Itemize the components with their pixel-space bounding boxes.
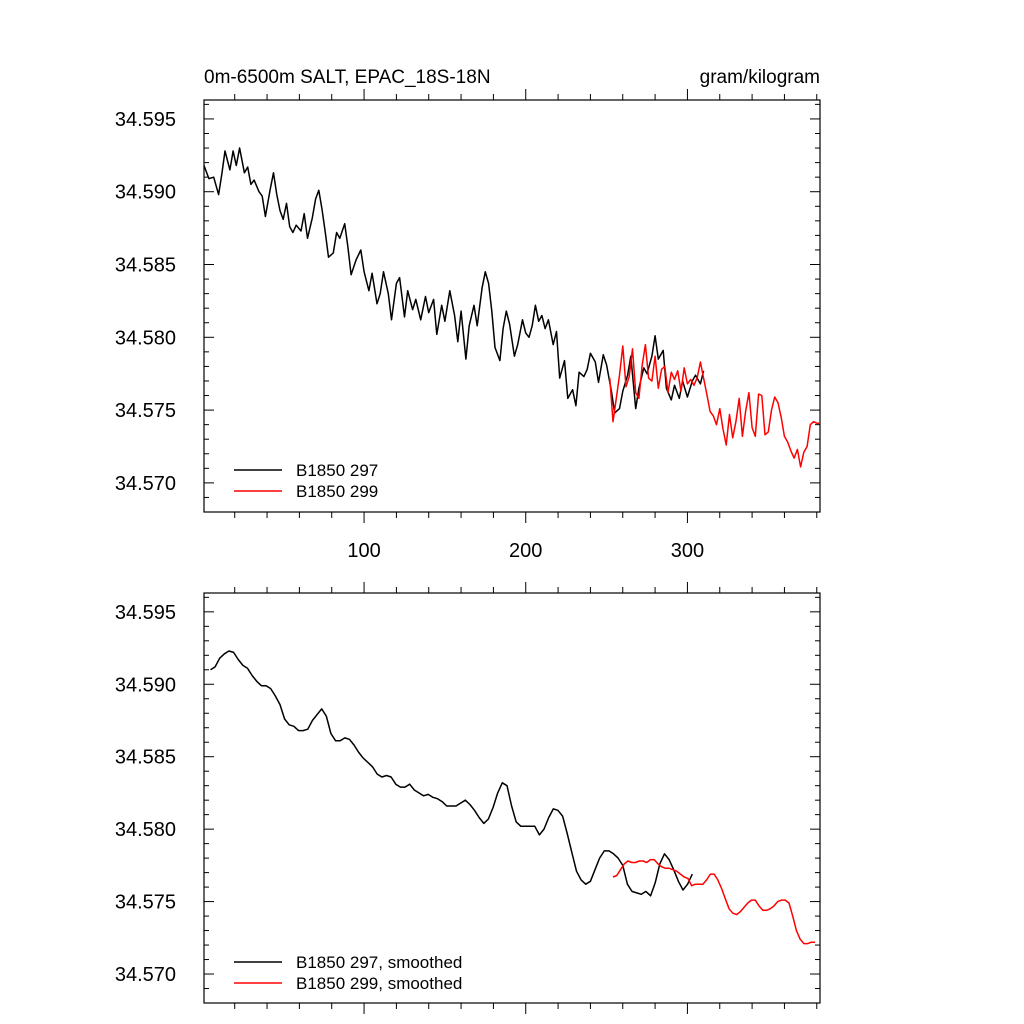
legend-label-b1850-297: B1850 297 (296, 461, 378, 480)
top-panel: 34.570 34.575 34.580 34.585 34.590 34.595 100 2… (115, 89, 821, 562)
top-x-tick-label: 200 (509, 540, 542, 562)
top-y-tick-label: 34.570 (115, 473, 176, 495)
series-line-b1850-297-smoothed (210, 650, 693, 897)
top-y-tick-label: 34.590 (115, 182, 176, 204)
legend-label-b1850-299-smoothed: B1850 299, smoothed (296, 974, 462, 993)
top-y-tick-label: 34.580 (115, 327, 176, 349)
bottom-y-tick-label: 34.595 (115, 602, 176, 624)
top-legend: B1850 297 B1850 299 (234, 461, 378, 501)
legend-label-b1850-299: B1850 299 (296, 482, 378, 501)
top-x-tick-label: 300 (671, 540, 704, 562)
legend-label-b1850-297-smoothed: B1850 297, smoothed (296, 953, 462, 972)
top-y-tick-label: 34.585 (115, 255, 176, 277)
top-y-tick-label: 34.595 (115, 109, 176, 131)
top-plot-frame (203, 99, 821, 513)
series-line-b1850-299 (609, 343, 820, 468)
bottom-y-tick-label: 34.585 (115, 747, 176, 769)
top-x-tick-label: 100 (347, 540, 380, 562)
chart-title-left: 0m-6500m SALT, EPAC_18S-18N (204, 67, 491, 88)
bottom-plot-frame (203, 592, 821, 1004)
chart-title-right: gram/kilogram (700, 67, 820, 88)
series-line-b1850-297 (203, 147, 705, 414)
bottom-y-tick-label: 34.570 (115, 964, 176, 986)
bottom-y-tick-label: 34.590 (115, 674, 176, 696)
bottom-y-tick-label: 34.580 (115, 819, 176, 841)
series-line-b1850-299-smoothed (612, 858, 816, 945)
top-y-tick-label: 34.575 (115, 400, 176, 422)
bottom-legend: B1850 297, smoothed B1850 299, smoothed (234, 953, 462, 993)
bottom-panel: 34.570 34.575 34.580 34.585 34.590 34.595 (115, 582, 821, 1014)
bottom-y-tick-label: 34.575 (115, 892, 176, 914)
